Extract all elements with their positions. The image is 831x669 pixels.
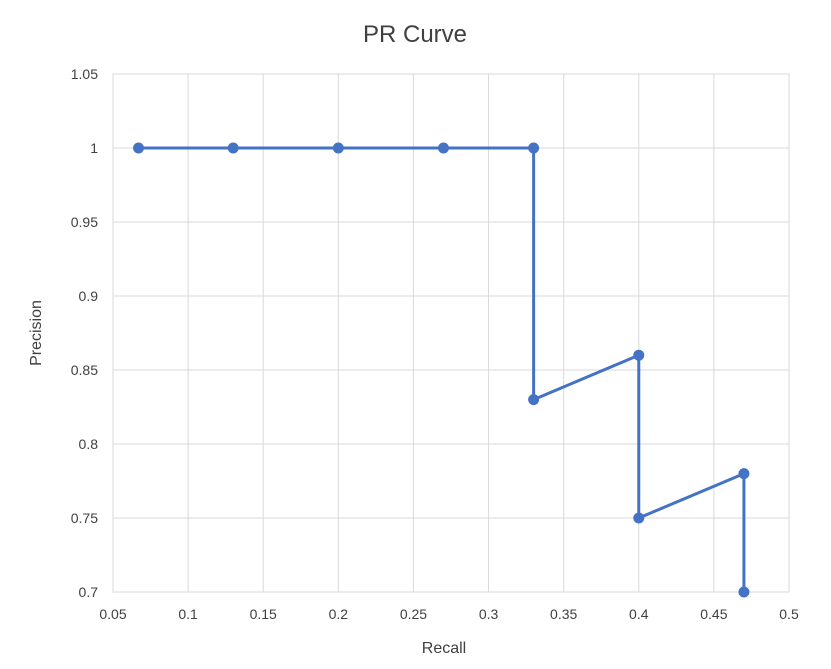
pr-curve-point xyxy=(528,394,540,406)
y-tick-label: 1 xyxy=(90,140,98,156)
x-tick-label: 0.4 xyxy=(629,606,649,622)
y-tick-label: 0.85 xyxy=(71,362,98,378)
x-tick-label: 0.3 xyxy=(479,606,499,622)
pr-curve-point xyxy=(437,142,449,154)
x-tick-label: 0.2 xyxy=(329,606,349,622)
grid-layer xyxy=(112,73,790,593)
pr-curve-point xyxy=(133,142,145,154)
x-tick-label: 0.5 xyxy=(779,606,799,622)
y-tick-label: 0.75 xyxy=(71,510,98,526)
y-axis-title: Precision xyxy=(28,300,45,366)
chart-title: PR Curve xyxy=(363,21,467,48)
y-tick-label: 0.8 xyxy=(79,436,99,452)
x-tick-label: 0.15 xyxy=(250,606,277,622)
pr-curve-point xyxy=(738,468,750,480)
y-tick-label: 0.9 xyxy=(79,288,99,304)
x-tick-label: 0.35 xyxy=(550,606,577,622)
x-tick-label: 0.25 xyxy=(400,606,427,622)
pr-curve-point xyxy=(633,349,645,361)
plot-area-border xyxy=(112,73,790,593)
y-tick-label: 0.95 xyxy=(71,214,98,230)
x-axis-ticks: 0.05 0.1 0.15 0.2 0.25 0.3 0.35 0.4 0.45 0.5 xyxy=(99,606,799,622)
pr-curve-line xyxy=(137,146,746,594)
x-tick-label: 0.45 xyxy=(700,606,727,622)
x-tick-label: 0.05 xyxy=(99,606,126,622)
y-axis-ticks: 0.7 0.75 0.8 0.85 0.9 0.95 1 1.05 xyxy=(71,66,98,600)
pr-curve-point xyxy=(332,142,344,154)
x-tick-label: 0.1 xyxy=(178,606,198,622)
y-tick-label: 0.7 xyxy=(79,584,99,600)
y-tick-label: 1.05 xyxy=(71,66,98,82)
pr-curve-point xyxy=(528,142,540,154)
pr-curve-point xyxy=(633,512,645,524)
series-layer xyxy=(133,142,750,598)
pr-curve-point xyxy=(738,586,750,598)
x-axis-title: Recall xyxy=(422,640,466,657)
pr-curve-point xyxy=(227,142,239,154)
